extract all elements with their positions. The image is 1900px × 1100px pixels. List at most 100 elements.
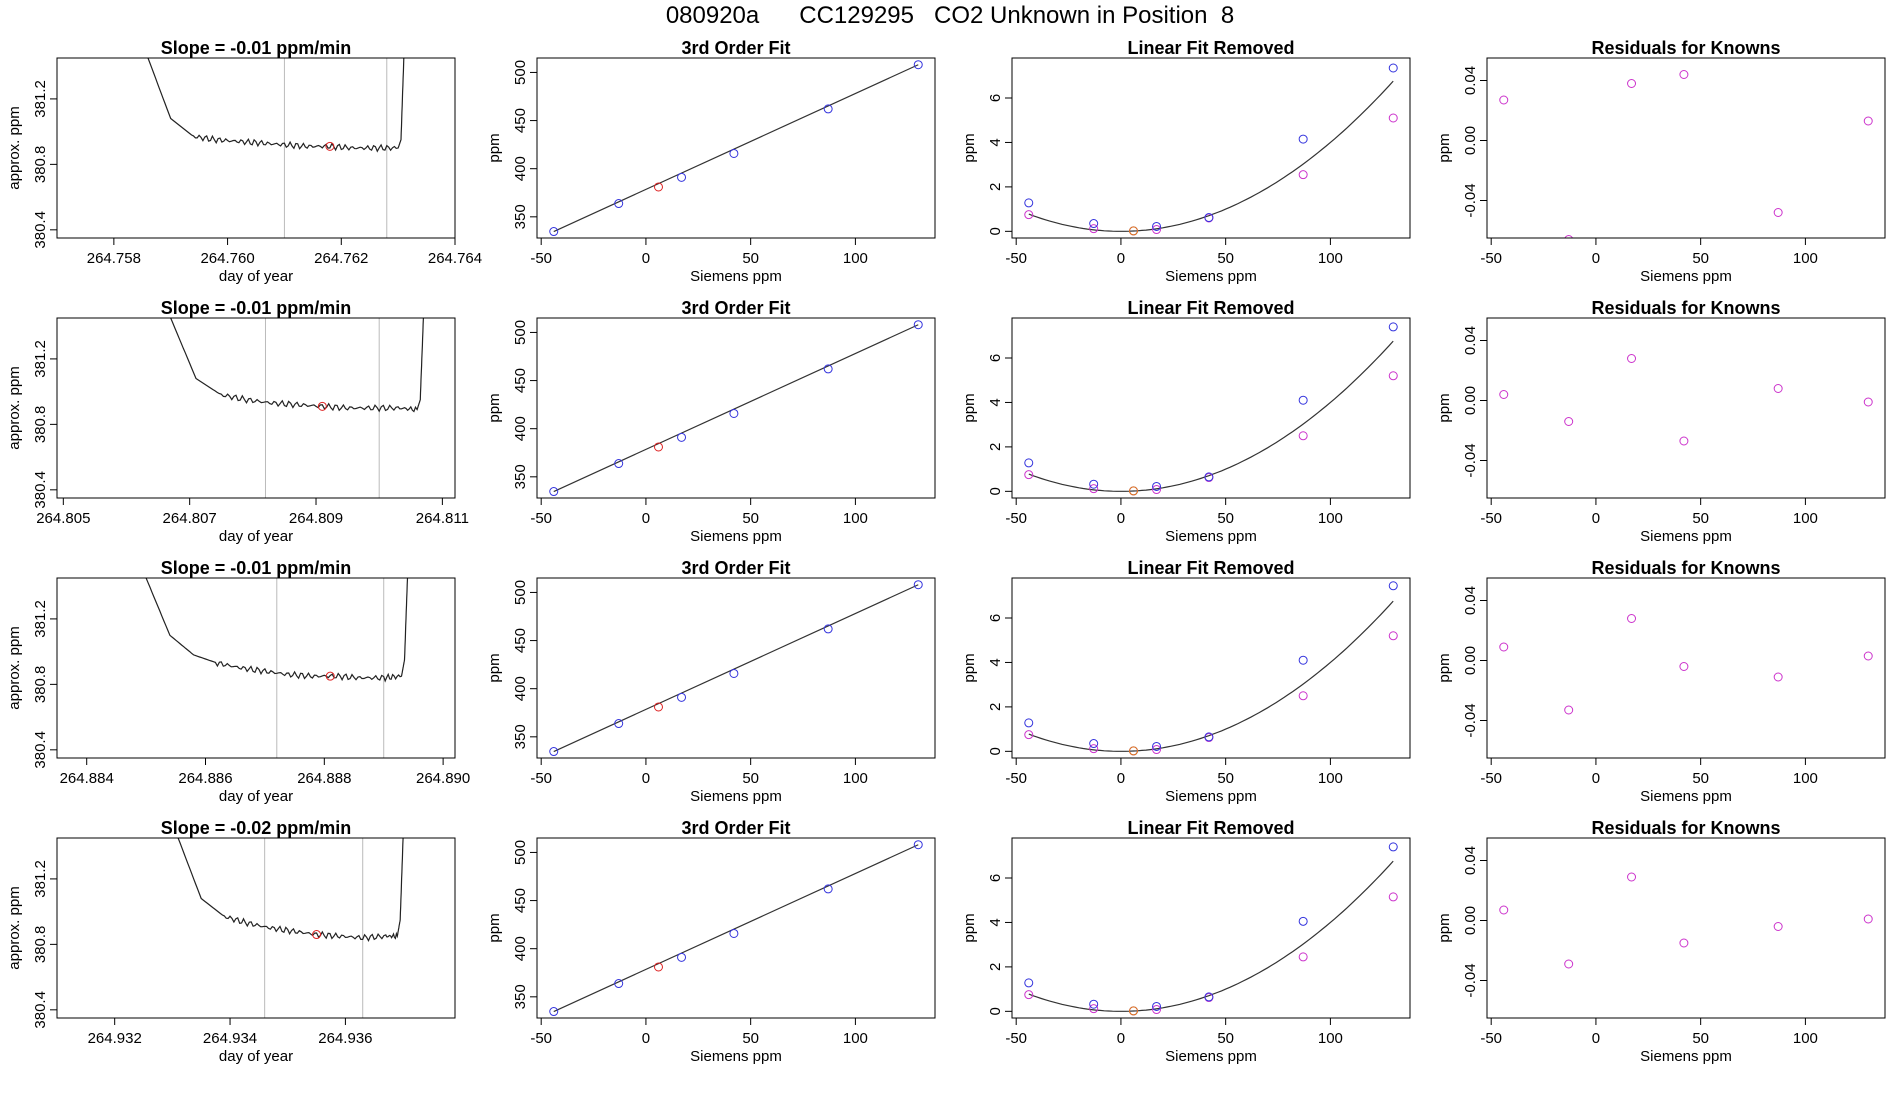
plot-area: [1499, 872, 1873, 969]
y-axis-label: approx. ppm: [6, 626, 23, 709]
trace-line: [147, 58, 405, 153]
known-point: [1089, 999, 1099, 1009]
panel-linear_removed-row-3: Linear Fit Removed -50 0 50 100 0 2 4 6 Siemens p…: [961, 558, 1411, 805]
known-point: [1204, 213, 1214, 223]
y-tick-label: 450: [512, 628, 529, 653]
panel-linear_removed-row-1: Linear Fit Removed -50 0 50 100 0 2 4 6 Siemens p…: [961, 38, 1411, 285]
plot-frame: [1486, 317, 1886, 499]
y-tick-label: 400: [512, 676, 529, 701]
residual-point: [1627, 614, 1637, 623]
corrected-point: [1152, 745, 1162, 755]
x-tick-label: 264.758: [87, 250, 141, 267]
x-tick-label: 264.762: [314, 250, 368, 267]
known-point: [1152, 221, 1162, 231]
x-tick-label: 264.888: [297, 770, 351, 787]
x-tick-label: 100: [1793, 1030, 1818, 1047]
known-point: [1388, 842, 1398, 852]
corrected-point: [1089, 1004, 1099, 1014]
panel-linear_removed-row-4: Linear Fit Removed -50 0 50 100 0 2 4 6 Siemens p…: [961, 818, 1411, 1065]
residual-point: [1627, 79, 1637, 88]
panel-title: Slope = -0.01 ppm/min: [161, 38, 352, 58]
y-tick-label: 0.00: [1462, 386, 1479, 415]
y-tick-label: -0.04: [1462, 703, 1479, 737]
corrected-point: [1024, 470, 1034, 480]
x-tick-label: 100: [843, 770, 868, 787]
known-point: [913, 60, 923, 70]
corrected-point: [1089, 484, 1099, 494]
residual-point: [1499, 905, 1509, 915]
known-point: [729, 668, 739, 678]
residual-point: [1863, 914, 1873, 924]
y-tick-label: 2: [987, 963, 1004, 971]
x-axis-label: Siemens ppm: [690, 528, 782, 545]
y-tick-label: 500: [512, 320, 529, 345]
y-tick-label: -0.04: [1462, 963, 1479, 997]
known-point: [823, 624, 833, 634]
quadratic-curve: [1028, 600, 1394, 752]
known-point: [1152, 1001, 1162, 1011]
panel-title: Slope = -0.01 ppm/min: [161, 558, 352, 578]
panel-residuals-row-2: Residuals for Knowns -50 0 50 100 -0.04 0.00 0.…: [1436, 298, 1886, 545]
known-point: [1089, 479, 1099, 489]
corrected-point: [1388, 113, 1398, 123]
corrected-point: [1152, 1005, 1162, 1015]
known-point: [823, 364, 833, 374]
plot-frame: [536, 57, 936, 239]
plot-frame: [1011, 57, 1411, 239]
y-axis-label: approx. ppm: [6, 886, 23, 969]
x-tick-label: 0: [1592, 1030, 1600, 1047]
x-tick-label: 50: [742, 510, 759, 527]
x-tick-label: 0: [1117, 510, 1125, 527]
x-tick-label: 264.764: [428, 250, 482, 267]
x-tick-label: 0: [642, 1030, 650, 1047]
plot-frame: [56, 57, 456, 239]
plot-frame: [536, 837, 936, 1019]
x-tick-label: 50: [1692, 1030, 1709, 1047]
known-point: [1204, 732, 1214, 742]
x-tick-label: 264.807: [163, 510, 217, 527]
unknown-point: [1128, 486, 1138, 496]
residual-point: [1564, 417, 1574, 426]
known-point: [614, 979, 624, 989]
x-axis-label: Siemens ppm: [1640, 788, 1732, 805]
panel-title: Linear Fit Removed: [1127, 558, 1294, 578]
y-tick-label: 500: [512, 840, 529, 865]
known-point: [614, 719, 624, 729]
panel-trace-row-2: Slope = -0.01 ppm/min 264.805 264.807 264.8…: [6, 298, 469, 545]
known-point: [677, 172, 687, 182]
y-axis-label: ppm: [486, 653, 503, 682]
unknown-point: [1128, 1006, 1138, 1016]
x-tick-label: -50: [1480, 510, 1502, 527]
y-tick-label: 380.8: [32, 926, 49, 964]
y-tick-label: 2: [987, 443, 1004, 451]
x-tick-label: 0: [642, 250, 650, 267]
x-tick-label: 100: [1793, 510, 1818, 527]
panel-fit-row-4: 3rd Order Fit -50 0 50 100 350 400 450 500 Siemen…: [486, 818, 936, 1065]
residual-point: [1564, 959, 1574, 969]
residual-point: [1679, 436, 1689, 446]
known-point: [729, 408, 739, 418]
x-axis-label: Siemens ppm: [690, 268, 782, 285]
known-point: [729, 148, 739, 158]
panel-residuals-row-4: Residuals for Knowns -50 0 50 100 -0.04 0.00 0.…: [1436, 818, 1886, 1065]
corrected-point: [1298, 170, 1308, 180]
x-axis-label: Siemens ppm: [1640, 1048, 1732, 1065]
y-tick-label: 0.04: [1462, 326, 1479, 355]
trace-line: [145, 578, 409, 683]
y-tick-label: 380.8: [32, 146, 49, 184]
y-axis-label: ppm: [961, 913, 978, 942]
residual-point: [1773, 208, 1783, 217]
y-tick-label: 380.4: [32, 991, 49, 1029]
y-tick-label: 500: [512, 580, 529, 605]
x-tick-label: 0: [1117, 250, 1125, 267]
panel-linear_removed-row-2: Linear Fit Removed -50 0 50 100 0 2 4 6 Siemens p…: [961, 298, 1411, 545]
unknown-point: [653, 442, 663, 452]
known-point: [1298, 655, 1308, 665]
y-tick-label: 380.4: [32, 211, 49, 249]
y-tick-label: 0: [987, 487, 1004, 495]
x-tick-label: 264.809: [289, 510, 343, 527]
unknown-point: [1128, 746, 1138, 756]
x-tick-label: 0: [1117, 1030, 1125, 1047]
fit-line: [553, 584, 919, 753]
